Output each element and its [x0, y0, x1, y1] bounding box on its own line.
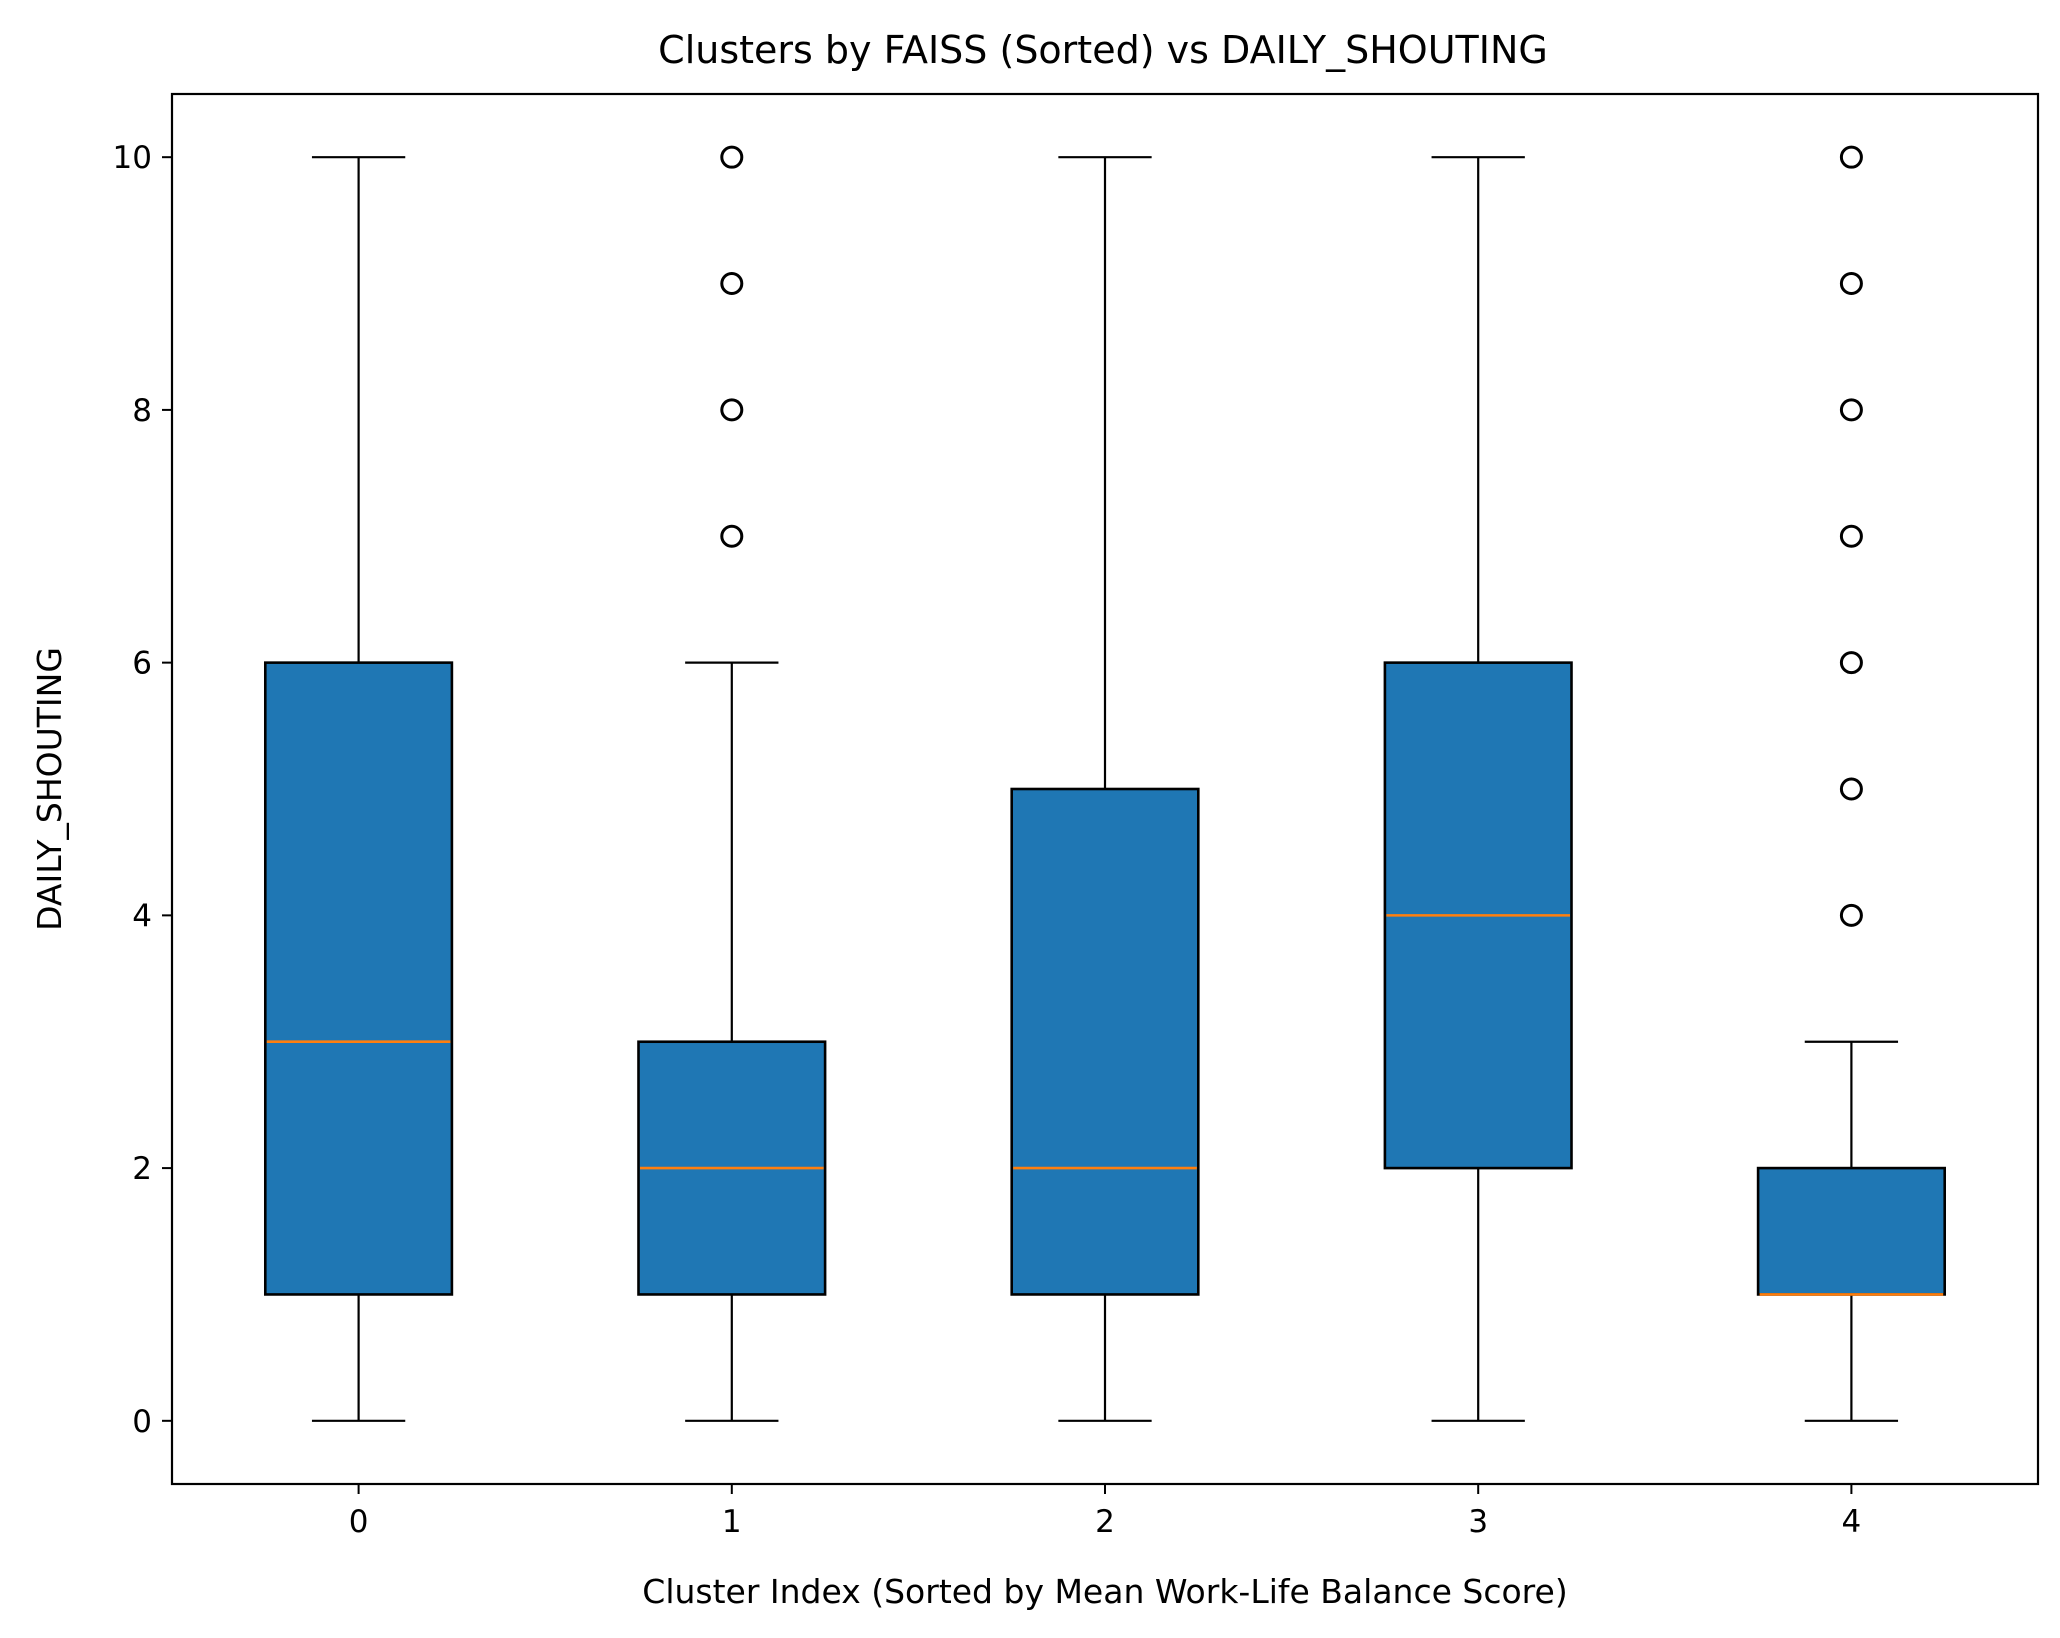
y-tick-label: 2 [132, 1151, 152, 1187]
outlier-point [720, 272, 744, 296]
box-group-4 [1756, 145, 1946, 1422]
x-axis: 0 1 2 3 4 [349, 1484, 1862, 1540]
outlier-point [1839, 903, 1863, 927]
box-group-1 [637, 145, 827, 1422]
y-tick-label: 6 [132, 646, 152, 682]
x-tick-label: 3 [1468, 1504, 1488, 1540]
y-axis-label: DAILY_SHOUTING [30, 647, 69, 931]
box-iqr [1756, 1166, 1946, 1296]
box-iqr [263, 661, 454, 1296]
y-tick-label: 10 [113, 140, 152, 176]
outlier-point [1839, 777, 1863, 801]
y-axis: 0 2 4 6 8 10 [113, 140, 172, 1440]
chart-title: Clusters by FAISS (Sorted) vs DAILY_SHOU… [658, 28, 1548, 72]
outlier-point [1839, 145, 1863, 169]
outlier-point [720, 524, 744, 548]
x-tick-label: 0 [349, 1504, 369, 1540]
outlier-point [1839, 651, 1863, 675]
x-tick-label: 1 [722, 1504, 742, 1540]
outlier-point [720, 145, 744, 169]
box-iqr [1010, 787, 1200, 1296]
plot-area [263, 145, 1946, 1422]
x-axis-label: Cluster Index (Sorted by Mean Work-Life … [642, 1572, 1567, 1611]
y-tick-label: 0 [132, 1404, 152, 1440]
y-tick-label: 8 [132, 393, 152, 429]
outlier-point [1839, 398, 1863, 422]
outlier-point [1839, 272, 1863, 296]
outlier-point [720, 398, 744, 422]
box-group-2 [1010, 156, 1200, 1422]
box-group-0 [263, 156, 454, 1422]
box-group-3 [1383, 156, 1573, 1422]
y-tick-label: 4 [132, 898, 152, 934]
x-tick-label: 2 [1095, 1504, 1115, 1540]
outlier-point [1839, 524, 1863, 548]
x-tick-label: 4 [1842, 1504, 1862, 1540]
